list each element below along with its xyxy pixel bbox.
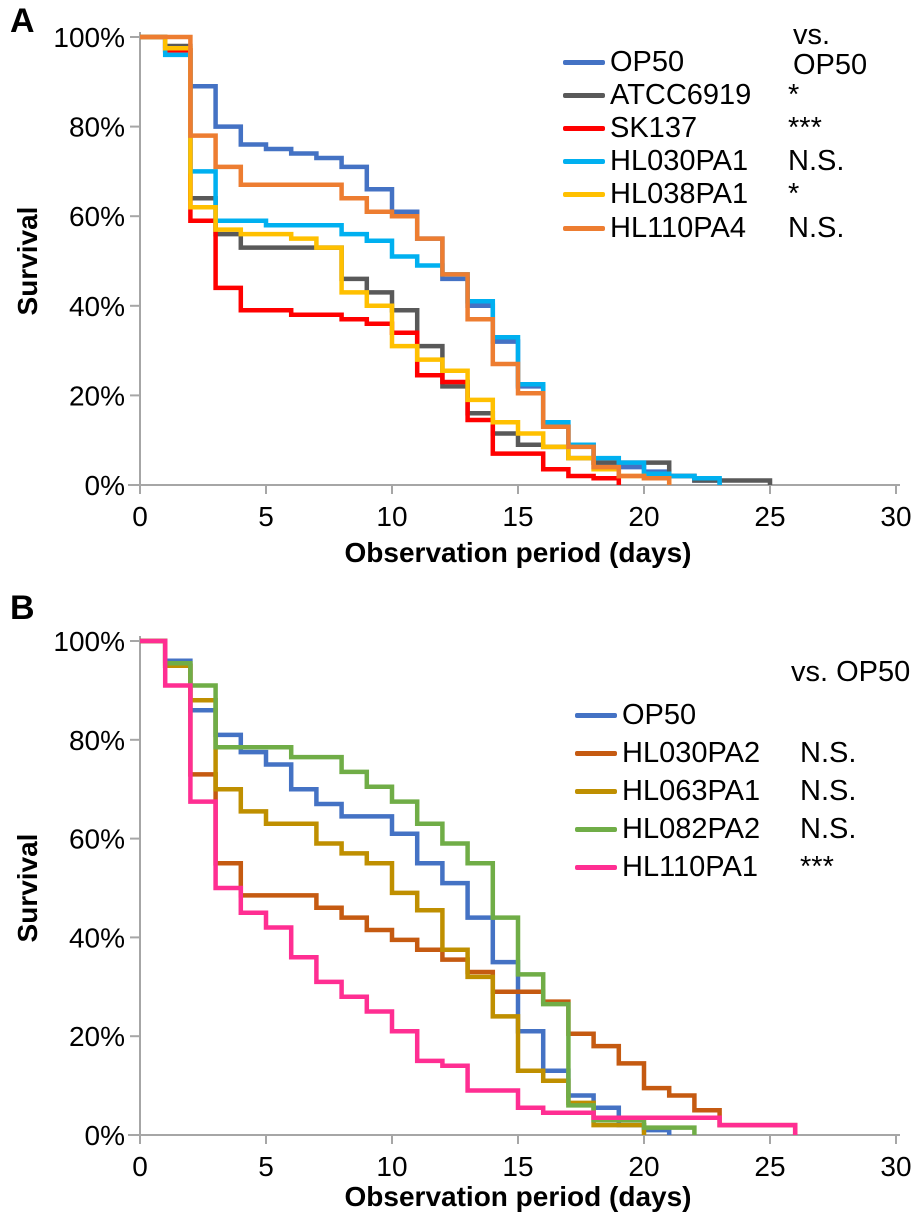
legend-label: ATCC6919 <box>610 79 752 111</box>
panel-a-letter: A <box>10 2 35 40</box>
legend-line-swatch <box>563 191 605 197</box>
panel-b-x-axis-title: Observation period (days) <box>344 1181 692 1212</box>
panel-a-x-axis-title: Observation period (days) <box>344 537 692 568</box>
x-tick-label: 0 <box>132 501 148 532</box>
legend-item: HL110PA1 *** <box>575 851 834 883</box>
y-tick-label: 80% <box>69 725 125 756</box>
y-tick-label: 20% <box>69 380 125 411</box>
legend-label: OP50 <box>622 699 697 731</box>
x-tick-label: 20 <box>628 501 659 532</box>
x-tick-label: 10 <box>376 501 407 532</box>
legend-item: HL082PA2 N.S. <box>575 813 856 845</box>
x-tick-label: 20 <box>628 1151 659 1182</box>
x-tick-label: 25 <box>754 501 785 532</box>
significance-label: * <box>788 178 800 210</box>
legend-item: OP50 <box>563 47 684 77</box>
legend-label: HL038PA1 <box>610 178 749 210</box>
y-tick-label: 80% <box>69 112 125 143</box>
y-tick-label: 0% <box>85 1120 125 1151</box>
legend-item: HL038PA1 * <box>563 178 799 210</box>
legend-line-swatch <box>563 59 605 65</box>
series-line-HL110PA4 <box>140 34 672 485</box>
legend-item: HL030PA2 N.S. <box>575 737 856 769</box>
y-tick-label: 100% <box>53 22 125 53</box>
legend-line-swatch <box>575 826 617 832</box>
significance-label: N.S. <box>788 212 845 244</box>
legend-label: HL030PA2 <box>622 737 761 769</box>
x-tick-label: 30 <box>880 1151 911 1182</box>
x-tick-label: 10 <box>376 1151 407 1182</box>
significance-label: *** <box>788 112 822 144</box>
legend-line-swatch <box>563 225 605 231</box>
legend-line-swatch <box>575 712 617 718</box>
x-tick-label: 25 <box>754 1151 785 1182</box>
y-tick-label: 40% <box>69 922 125 953</box>
legend-label: HL110PA1 <box>622 851 758 883</box>
legend-line-swatch <box>575 864 617 870</box>
panel-b-letter: B <box>10 589 35 627</box>
legend-item: HL030PA1 N.S. <box>563 145 844 177</box>
legend-label: HL082PA2 <box>622 813 761 845</box>
x-tick-label: 5 <box>258 501 274 532</box>
legend-item: HL110PA4 N.S. <box>563 212 844 244</box>
panel-b-legend-header: vs. OP50 <box>791 656 911 688</box>
legend-line-swatch <box>563 125 605 131</box>
x-tick-label: 30 <box>880 501 911 532</box>
series-line-HL063PA1 <box>140 638 647 1135</box>
series-line-HL082PA2 <box>140 638 697 1135</box>
y-tick-label: 20% <box>69 1021 125 1052</box>
legend-item: ATCC6919 * <box>563 79 799 111</box>
series-line-HL110PA1 <box>140 638 798 1135</box>
legend-line-swatch <box>563 92 605 98</box>
panel-b-plot: 100% 80% 60% 40% 20% 0%0 5 10 15 20 25 30 <box>53 626 911 1182</box>
series-line-OP50 <box>140 638 672 1135</box>
y-tick-label: 60% <box>69 824 125 855</box>
significance-label: N.S. <box>788 145 845 177</box>
legend-label: HL110PA4 <box>610 212 746 244</box>
x-tick-label: 15 <box>502 501 533 532</box>
legend-label: HL063PA1 <box>622 775 761 807</box>
y-tick-label: 60% <box>69 201 125 232</box>
legend-item: SK137 *** <box>563 112 822 144</box>
x-tick-label: 15 <box>502 1151 533 1182</box>
significance-label: N.S. <box>800 775 857 807</box>
x-tick-label: 0 <box>132 1151 148 1182</box>
legend-label: OP50 <box>610 46 685 78</box>
significance-label: * <box>788 79 800 111</box>
legend-line-swatch <box>575 788 617 794</box>
panel-a-plot: 100% 80% 60% 40% 20% 0%0 5 10 15 20 25 30 <box>53 22 911 532</box>
y-tick-label: 40% <box>69 291 125 322</box>
x-tick-label: 5 <box>258 1151 274 1182</box>
series-line-SK137 <box>140 34 622 485</box>
panel-a-legend-header: vs. OP50 <box>793 19 868 81</box>
y-tick-label: 0% <box>85 470 125 501</box>
legend-line-swatch <box>563 158 605 164</box>
legend-label: SK137 <box>610 112 698 144</box>
y-tick-label: 100% <box>53 626 125 657</box>
legend-label: HL030PA1 <box>610 145 749 177</box>
legend-line-swatch <box>575 750 617 756</box>
significance-label: N.S. <box>800 737 857 769</box>
legend-item: HL063PA1 N.S. <box>575 775 856 807</box>
significance-label: *** <box>800 851 834 883</box>
legend-item: OP50 <box>575 700 696 730</box>
significance-label: N.S. <box>800 813 857 845</box>
